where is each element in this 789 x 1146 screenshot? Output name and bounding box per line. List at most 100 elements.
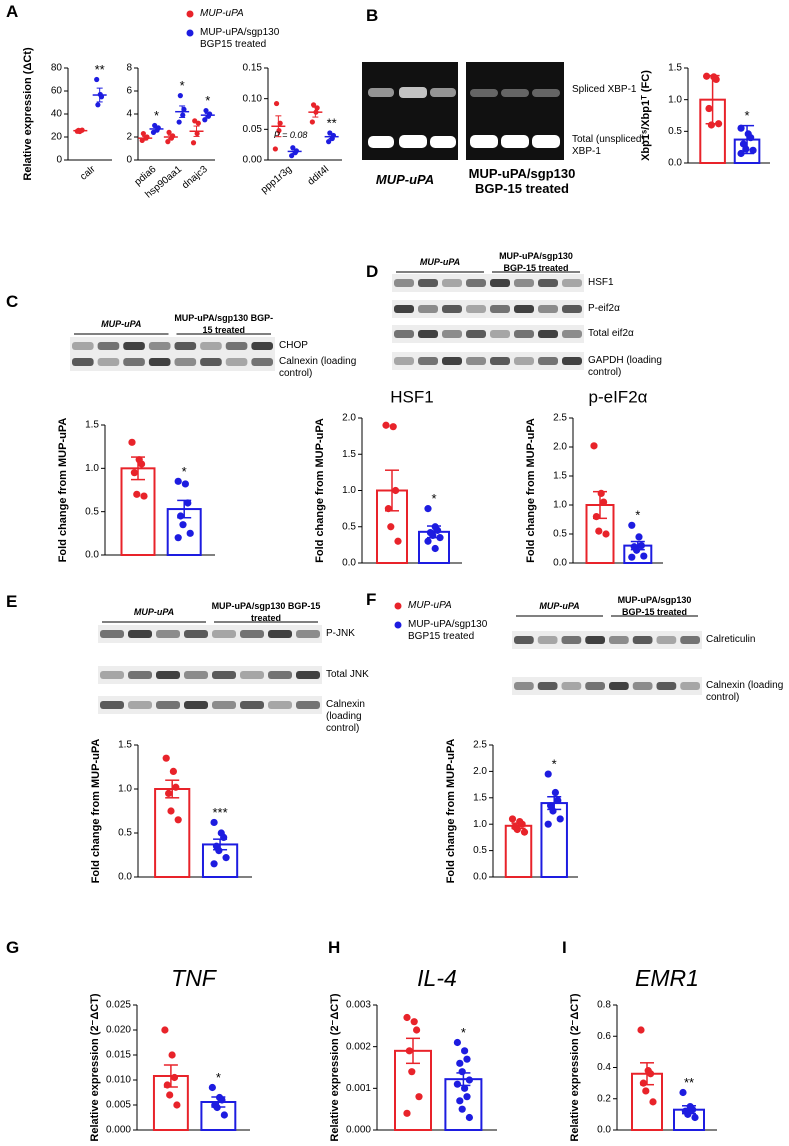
data-point (382, 421, 390, 429)
y-axis-label: Fold change from MUP-uPA (57, 418, 69, 563)
data-point (309, 119, 315, 125)
significance-label: * (205, 93, 210, 108)
blot-band (490, 357, 510, 365)
data-point (314, 105, 320, 111)
blot-band (537, 636, 558, 644)
blot-strip (392, 325, 584, 343)
data-point (429, 531, 437, 540)
data-point (174, 477, 182, 485)
gel-band (368, 88, 394, 97)
data-point (461, 1084, 469, 1092)
blot-band (212, 671, 236, 679)
data-point (289, 153, 295, 159)
data-point (276, 127, 282, 134)
data-point (172, 783, 180, 791)
data-point (203, 107, 209, 114)
blot-band (538, 279, 558, 287)
blot-band (225, 342, 248, 350)
data-point (208, 1083, 216, 1092)
blot-band (72, 358, 94, 366)
blot-band (514, 305, 534, 313)
data-point (703, 72, 711, 80)
data-point (689, 1106, 697, 1114)
data-point (637, 1026, 645, 1034)
data-point (313, 109, 319, 115)
blot-band (240, 630, 264, 638)
data-point (181, 106, 187, 112)
y-axis-label: Relative expression (ΔCt) (22, 47, 34, 181)
gel-band (399, 87, 427, 98)
y-axis-label: Relative expression (2⁻ΔCT) (329, 993, 341, 1142)
data-point (549, 807, 557, 815)
y-tick-label: 1.5 (118, 740, 132, 751)
chart-title: p-eIF2α (589, 387, 648, 406)
blot-band (442, 279, 462, 287)
data-point (389, 423, 397, 431)
data-point (436, 534, 444, 542)
data-point (290, 145, 296, 151)
blot-band (514, 357, 534, 365)
data-point (749, 146, 757, 154)
y-tick-label: 0.001 (346, 1083, 371, 1094)
y-tick-label: 0.002 (346, 1041, 371, 1052)
blot-band (128, 671, 152, 679)
blot-group-label: MUP-uPA (133, 607, 175, 617)
blot-band (562, 305, 582, 313)
panel-letter: D (366, 262, 379, 281)
data-point (431, 544, 439, 553)
y-tick-label: 0.5 (553, 529, 567, 540)
data-point (456, 1097, 464, 1105)
gel-group-label: MUP-uPA/sgp130 BGP-15 treated (468, 166, 576, 196)
significance-label: * (182, 464, 187, 479)
blot-band (184, 701, 208, 709)
data-point (133, 490, 141, 498)
blot-band (200, 358, 222, 366)
blot-band-label: HSF1 (588, 277, 614, 288)
data-point (174, 534, 182, 542)
blot-band (174, 358, 197, 366)
blot-band (562, 279, 582, 287)
blot-band (514, 636, 534, 644)
data-point (508, 815, 517, 823)
gel-band (501, 89, 529, 97)
blot-band-label: Total eif2α (588, 328, 634, 339)
panel-letter: C (6, 292, 19, 311)
blot-band (100, 671, 124, 679)
data-point (326, 139, 332, 145)
gel-band (399, 135, 427, 148)
y-tick-label: 20 (51, 132, 63, 143)
data-point (712, 75, 720, 83)
blot-band (632, 682, 653, 690)
x-tick-label: ddit4l (306, 164, 331, 188)
gel-band (470, 89, 498, 97)
blot-strip (392, 300, 584, 318)
data-point (705, 104, 713, 113)
significance-label: * (461, 1025, 466, 1040)
legend-label: MUP-uPA (408, 600, 452, 611)
blot-band (296, 671, 320, 679)
y-tick-label: 1.5 (342, 449, 356, 460)
y-axis-label: Relative expression (2⁻ΔCT) (89, 993, 101, 1142)
data-point (410, 1018, 418, 1026)
significance-label: * (635, 508, 640, 523)
data-point (194, 130, 200, 137)
y-tick-label: 1.5 (668, 63, 682, 74)
data-point (465, 1076, 473, 1084)
gel-band (470, 135, 498, 148)
data-point (210, 860, 218, 868)
blot-band (212, 701, 236, 709)
y-tick-label: 2.0 (342, 413, 356, 424)
panel-letter: A (6, 2, 19, 21)
chart-title: TNF (171, 965, 218, 991)
data-point (456, 1059, 464, 1067)
legend-label: MUP-uPA/sgp130 BGP15 treated (200, 27, 280, 50)
y-tick-label: 0.5 (118, 828, 132, 839)
data-point (192, 118, 198, 124)
data-point (463, 1093, 471, 1101)
y-tick-label: 0 (56, 155, 62, 166)
data-point (461, 1047, 469, 1055)
data-point (162, 754, 170, 762)
data-point (408, 1068, 416, 1076)
blot-group-label: MUP-uPA/sgp130 BGP-15 treated (499, 251, 573, 273)
data-point (168, 1051, 176, 1059)
